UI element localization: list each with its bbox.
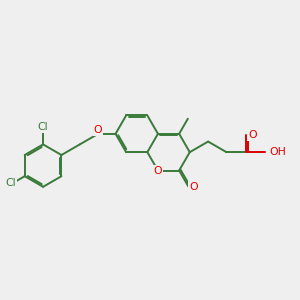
Text: O: O [94, 125, 103, 135]
Text: Cl: Cl [6, 178, 16, 188]
Text: O: O [248, 130, 257, 140]
Text: O: O [154, 166, 162, 176]
Text: O: O [189, 182, 198, 192]
Text: Cl: Cl [38, 122, 48, 132]
Text: OH: OH [269, 147, 286, 157]
